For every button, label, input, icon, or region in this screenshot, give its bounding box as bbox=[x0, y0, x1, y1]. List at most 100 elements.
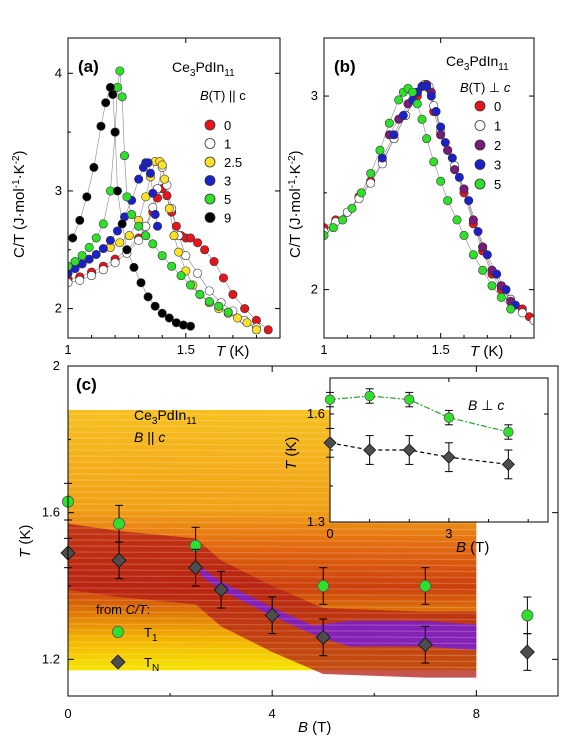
panel-b-ticks: 1 1.5 2 3 bbox=[311, 38, 534, 357]
data-point-9 bbox=[122, 245, 132, 255]
data-point-0 bbox=[218, 273, 228, 283]
data-point-5 bbox=[157, 251, 167, 261]
data-point-2 bbox=[468, 215, 478, 225]
legend-marker-3 bbox=[204, 175, 216, 186]
legend-marker-1 bbox=[204, 138, 216, 149]
panel-b: 1 1.5 2 3 (b) Ce3PdIn11 B(T) ⊥ c 0 1 2 3 5 C/T … bbox=[287, 37, 535, 360]
data-point-3 bbox=[431, 107, 441, 117]
data-point-3 bbox=[145, 168, 155, 178]
y-tick-label: 1.2 bbox=[42, 651, 60, 666]
data-point-5 bbox=[356, 188, 366, 198]
data-point-9 bbox=[129, 262, 139, 272]
data-point-1 bbox=[110, 258, 120, 268]
panel-b-legend: 0 1 2 3 5 bbox=[474, 99, 501, 192]
data-point-T1 bbox=[113, 517, 126, 530]
data-point-5 bbox=[429, 157, 439, 167]
data-point-2 bbox=[436, 130, 446, 140]
x-tick-label: 0 bbox=[64, 706, 71, 721]
data-point-3 bbox=[143, 158, 153, 168]
data-point-9 bbox=[112, 186, 122, 196]
x-tick-label: 1 bbox=[64, 342, 71, 357]
heatmap-transition-ridge bbox=[200, 566, 477, 651]
y-tick-label: 1.6 bbox=[42, 505, 60, 520]
data-point-3 bbox=[436, 122, 446, 132]
inset-ylabel: T (K) bbox=[283, 437, 300, 470]
inset-guide-T1 bbox=[329, 395, 509, 433]
data-point-9 bbox=[75, 215, 85, 225]
data-point-5 bbox=[115, 66, 125, 76]
x-tick-label: 8 bbox=[473, 706, 480, 721]
data-point-0 bbox=[240, 304, 250, 314]
heatmap-stripe bbox=[68, 569, 477, 573]
data-point-5 bbox=[412, 99, 422, 109]
data-point-5 bbox=[366, 168, 376, 178]
panel-c: 0 4 8 1.2 1.6 2 (c) Ce3PdIn11 B || c from C/T… bbox=[17, 358, 559, 736]
data-point-3 bbox=[440, 138, 450, 148]
panel-c-inset: 0 3 1.3 1.6 B ⊥ c T (K) B (T) bbox=[283, 377, 549, 556]
data-point-5 bbox=[141, 231, 151, 241]
data-point-9 bbox=[82, 192, 92, 202]
data-point-TN bbox=[188, 560, 204, 576]
data-point-TN bbox=[363, 443, 377, 457]
data-point-3 bbox=[482, 250, 492, 260]
legend-marker-2.5 bbox=[204, 156, 216, 168]
data-point-5 bbox=[98, 219, 108, 229]
data-point-9 bbox=[108, 89, 118, 99]
data-point-9 bbox=[68, 233, 78, 243]
data-point-0 bbox=[185, 233, 195, 243]
inset-frame bbox=[329, 377, 549, 523]
data-point-5 bbox=[77, 251, 87, 261]
inset-title: B ⊥ c bbox=[468, 397, 504, 413]
panel-a-series bbox=[68, 66, 273, 335]
data-point-5 bbox=[478, 265, 488, 275]
data-point-5 bbox=[328, 223, 338, 233]
data-point-1 bbox=[517, 308, 527, 318]
legend-label-0: 0 bbox=[224, 118, 231, 133]
x-tick-label: 3 bbox=[445, 526, 452, 541]
legend-marker-0 bbox=[204, 119, 216, 131]
data-point-5 bbox=[134, 221, 144, 231]
data-point-5 bbox=[506, 304, 516, 314]
series-line-2.5 bbox=[110, 161, 257, 331]
heatmap-stripe bbox=[68, 659, 477, 663]
legend-marker-5 bbox=[474, 178, 486, 190]
data-point-2.5 bbox=[251, 325, 261, 335]
data-point-5 bbox=[68, 261, 73, 271]
panel-c-ylabel: T (K) bbox=[17, 525, 34, 558]
legend-label-3: 3 bbox=[494, 158, 501, 173]
data-point-T1 bbox=[317, 580, 330, 593]
heatmap-stripe bbox=[68, 635, 477, 639]
panel-c-title: Ce3PdIn11 bbox=[134, 407, 197, 427]
data-point-2.5 bbox=[124, 231, 134, 241]
data-point-3 bbox=[153, 221, 163, 231]
data-point-9 bbox=[96, 121, 106, 131]
data-point-5 bbox=[214, 301, 224, 311]
panel-b-series bbox=[324, 79, 534, 326]
data-point-1 bbox=[181, 251, 191, 261]
data-point-3 bbox=[112, 226, 122, 236]
data-point-2 bbox=[443, 145, 453, 155]
panel-a-frame bbox=[67, 37, 281, 339]
inset-ticks: 0 3 1.3 1.6 bbox=[307, 378, 548, 541]
legend-label-9: 9 bbox=[224, 211, 231, 226]
y-tick-label: 3 bbox=[311, 88, 318, 103]
data-point-5 bbox=[122, 192, 132, 202]
data-point-5 bbox=[117, 92, 127, 102]
legend-marker-1 bbox=[474, 120, 486, 131]
data-point-3 bbox=[105, 235, 115, 245]
data-point-3 bbox=[422, 81, 432, 91]
data-point-3 bbox=[91, 249, 101, 259]
legend-marker-9 bbox=[204, 212, 216, 223]
panel-a-label: (a) bbox=[78, 57, 99, 76]
legend-label-5: 5 bbox=[224, 192, 231, 207]
data-point-3 bbox=[68, 268, 73, 278]
data-point-2.5 bbox=[242, 318, 252, 328]
data-point-TN bbox=[213, 582, 229, 598]
data-point-2.5 bbox=[157, 160, 167, 170]
data-point-5 bbox=[176, 271, 186, 281]
heatmap-stripe bbox=[68, 521, 477, 525]
data-point-5 bbox=[408, 87, 418, 97]
data-point-5 bbox=[452, 215, 462, 225]
panel-c-xlabel: B (T) bbox=[298, 719, 331, 736]
panel-a-legend-title: B(T) || c bbox=[200, 88, 246, 103]
